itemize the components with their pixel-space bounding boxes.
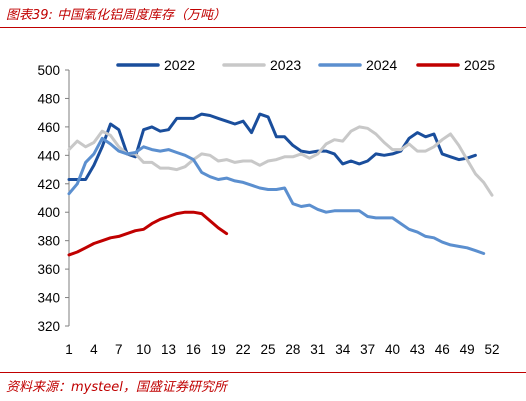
x-tick-label: 43 <box>410 342 425 357</box>
x-tick-label: 13 <box>161 342 176 357</box>
source-note: 资料来源：mysteel，国盛证券研究所 <box>6 380 227 395</box>
chart-legend: 2022 2023 2024 2025 <box>116 57 495 73</box>
y-tick-label: 340 <box>37 291 60 306</box>
legend-label-2024: 2024 <box>366 57 397 73</box>
x-tick-label: 34 <box>335 342 351 357</box>
y-tick-label: 500 <box>37 63 60 78</box>
title-divider <box>0 27 526 28</box>
x-tick-label: 16 <box>186 342 201 357</box>
legend-label-2023: 2023 <box>270 57 301 73</box>
series-line-2025 <box>67 210 229 257</box>
series-line-2024 <box>67 136 486 255</box>
figure-title: 图表39: 中国氧化铝周度库存（万吨） <box>6 8 227 23</box>
x-tick-label: 37 <box>360 342 375 357</box>
x-tick-label: 4 <box>90 342 98 357</box>
y-tick-label: 380 <box>37 234 60 249</box>
y-tick-label: 400 <box>37 205 60 220</box>
x-tick-label: 22 <box>236 342 251 357</box>
y-tick-label: 360 <box>37 262 60 277</box>
chart-series <box>67 112 494 257</box>
chart-axes: 320 340 360 380 400 420 440 460 480 500 1 4 7 10 13 16 1… <box>37 63 499 357</box>
x-tick-label: 19 <box>211 342 226 357</box>
x-tick-label: 28 <box>285 342 300 357</box>
x-tick-label: 40 <box>385 342 400 357</box>
y-tick-label: 320 <box>37 319 60 334</box>
y-tick-label: 460 <box>37 120 60 135</box>
x-tick-label: 7 <box>115 342 123 357</box>
chart: 320 340 360 380 400 420 440 460 480 500 1 4 7 10 13 16 1… <box>37 57 499 357</box>
x-tick-label: 49 <box>460 342 475 357</box>
x-tick-label: 25 <box>261 342 276 357</box>
x-tick-label: 1 <box>65 342 73 357</box>
series-line-2023 <box>67 125 494 197</box>
source-divider <box>0 372 526 373</box>
x-tick-label: 10 <box>136 342 151 357</box>
legend-label-2025: 2025 <box>464 57 495 73</box>
x-tick-label: 31 <box>310 342 325 357</box>
legend-label-2022: 2022 <box>164 57 195 73</box>
x-tick-label: 52 <box>484 342 499 357</box>
x-tick-label: 46 <box>435 342 450 357</box>
y-tick-label: 440 <box>37 148 60 163</box>
y-tick-label: 420 <box>37 177 60 192</box>
y-tick-label: 480 <box>37 91 60 106</box>
